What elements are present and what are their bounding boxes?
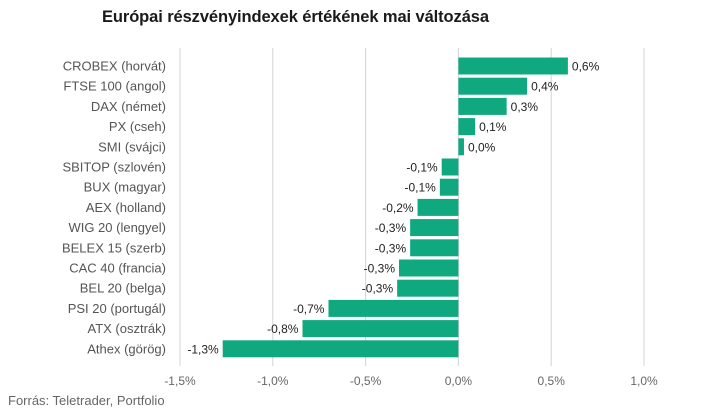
category-label: SBITOP (szlovén): [62, 160, 166, 175]
bar: [417, 198, 459, 216]
data-label: -0,8%: [267, 322, 299, 336]
bar: [458, 97, 507, 115]
category-label: BELEX 15 (szerb): [62, 240, 166, 255]
bar: [399, 259, 459, 277]
source-note: Forrás: Teletrader, Portfolio: [8, 393, 165, 408]
chart-title: Európai részvényindexek értékének mai vá…: [102, 8, 489, 26]
category-label: CROBEX (horvát): [63, 59, 166, 74]
category-label: PSI 20 (portugál): [68, 301, 166, 316]
bar: [458, 77, 528, 95]
category-label: DAX (német): [91, 99, 166, 114]
data-label: -0,1%: [404, 181, 436, 195]
category-label: ATX (osztrák): [88, 321, 167, 336]
x-tick-label: 0,0%: [445, 374, 473, 388]
x-tick-label: -1,0%: [257, 374, 289, 388]
bar: [222, 340, 459, 358]
data-label: -0,3%: [362, 282, 394, 296]
x-tick-label: -0,5%: [350, 374, 382, 388]
data-label: -0,1%: [406, 161, 438, 175]
data-label: -0,3%: [375, 241, 407, 255]
category-label: CAC 40 (francia): [69, 261, 166, 276]
bar: [458, 138, 464, 156]
data-label: 0,1%: [479, 120, 507, 134]
category-label: SMI (svájci): [98, 139, 166, 154]
data-label: -0,3%: [375, 221, 407, 235]
bar: [302, 320, 459, 338]
bar: [328, 299, 459, 317]
bar: [410, 219, 459, 237]
bars: [222, 57, 568, 358]
data-label: 0,4%: [531, 80, 559, 94]
category-label: Athex (görög): [87, 341, 166, 356]
category-label: PX (cseh): [109, 119, 166, 134]
bar: [441, 158, 459, 176]
bar: [439, 178, 459, 196]
data-label: -0,3%: [364, 262, 396, 276]
data-label: -0,2%: [382, 201, 414, 215]
category-label: FTSE 100 (angol): [63, 79, 166, 94]
data-label: 0,3%: [511, 100, 539, 114]
data-label: 0,0%: [468, 140, 496, 154]
x-tick-label: -1,5%: [164, 374, 196, 388]
bar: [410, 239, 459, 257]
category-label: BUX (magyar): [84, 180, 166, 195]
x-tick-label: 1,0%: [630, 374, 658, 388]
category-label: AEX (holland): [86, 200, 166, 215]
data-label: -0,7%: [293, 302, 325, 316]
data-label: -1,3%: [187, 342, 219, 356]
category-label: BEL 20 (belga): [80, 281, 166, 296]
data-label: 0,6%: [572, 60, 600, 74]
x-tick-label: 0,5%: [538, 374, 566, 388]
category-label: WIG 20 (lengyel): [68, 220, 166, 235]
bar: [458, 57, 568, 75]
bar: [458, 118, 476, 136]
bar: [397, 279, 459, 297]
labels: -1,5% -1,0% -0,5% 0,0% 0,5% 1,0% CROBEX (horvá…: [62, 59, 658, 389]
